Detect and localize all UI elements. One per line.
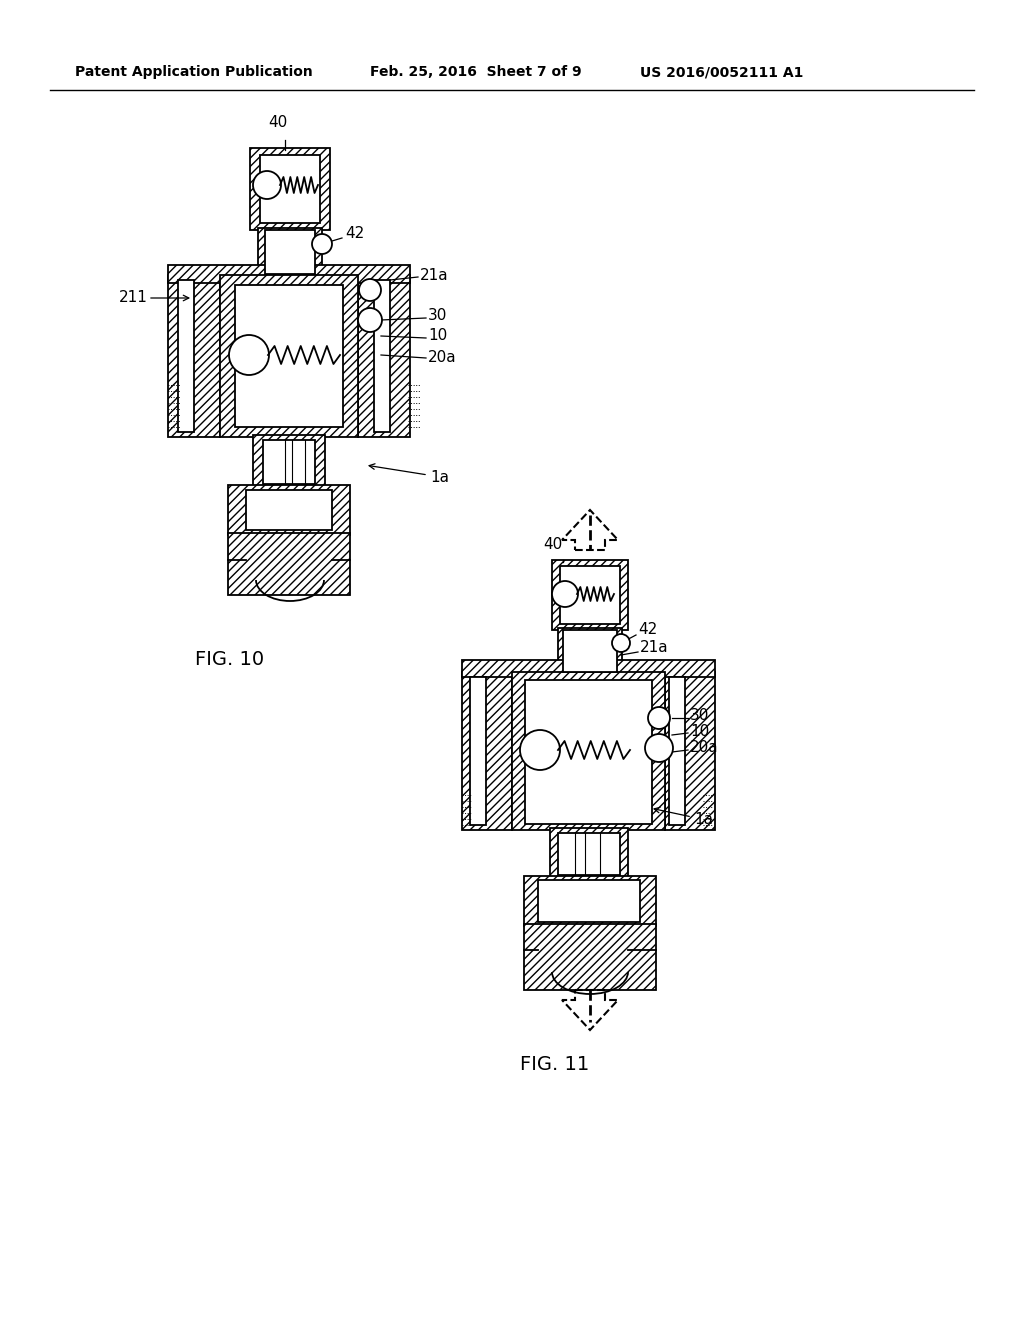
Bar bbox=[168, 265, 410, 282]
Bar bbox=[260, 154, 319, 223]
Circle shape bbox=[358, 308, 382, 333]
Bar bbox=[250, 148, 330, 230]
Circle shape bbox=[359, 279, 381, 301]
Text: 42: 42 bbox=[638, 623, 657, 638]
Bar bbox=[462, 672, 512, 830]
Text: 30: 30 bbox=[690, 709, 710, 723]
Text: 30: 30 bbox=[428, 309, 447, 323]
Bar bbox=[524, 924, 656, 990]
Text: 20a: 20a bbox=[428, 351, 457, 366]
Bar bbox=[525, 680, 652, 824]
Bar bbox=[263, 440, 315, 484]
Circle shape bbox=[253, 172, 281, 199]
Text: US 2016/0052111 A1: US 2016/0052111 A1 bbox=[640, 65, 804, 79]
Text: FIG. 11: FIG. 11 bbox=[520, 1055, 589, 1074]
Text: 20a: 20a bbox=[690, 741, 719, 755]
Bar bbox=[665, 672, 715, 830]
Text: 1a: 1a bbox=[694, 813, 713, 828]
Bar bbox=[358, 275, 410, 437]
Bar bbox=[512, 672, 665, 830]
Bar bbox=[560, 566, 620, 624]
Bar bbox=[234, 285, 343, 426]
Bar bbox=[550, 828, 628, 878]
Bar bbox=[253, 436, 325, 487]
Bar bbox=[669, 677, 685, 825]
Circle shape bbox=[520, 730, 560, 770]
Bar bbox=[168, 275, 220, 437]
Circle shape bbox=[552, 581, 578, 607]
Text: 40: 40 bbox=[268, 115, 288, 129]
Bar bbox=[524, 876, 656, 927]
Text: 1a: 1a bbox=[430, 470, 449, 486]
Bar bbox=[246, 490, 332, 531]
Bar bbox=[462, 660, 715, 677]
Bar bbox=[563, 630, 617, 672]
Bar bbox=[558, 833, 620, 875]
Circle shape bbox=[229, 335, 269, 375]
Bar bbox=[228, 533, 350, 595]
Text: 42: 42 bbox=[345, 226, 365, 240]
Circle shape bbox=[612, 634, 630, 652]
Text: 211: 211 bbox=[119, 290, 148, 305]
Text: Patent Application Publication: Patent Application Publication bbox=[75, 65, 312, 79]
Bar bbox=[178, 280, 194, 432]
Circle shape bbox=[645, 734, 673, 762]
Circle shape bbox=[648, 708, 670, 729]
Bar bbox=[470, 677, 486, 825]
Bar bbox=[558, 628, 622, 675]
Bar bbox=[552, 560, 628, 630]
Text: FIG. 10: FIG. 10 bbox=[195, 649, 264, 669]
Bar bbox=[228, 484, 350, 535]
Bar bbox=[538, 880, 640, 921]
Text: Feb. 25, 2016  Sheet 7 of 9: Feb. 25, 2016 Sheet 7 of 9 bbox=[370, 65, 582, 79]
Text: 10: 10 bbox=[428, 329, 447, 343]
Circle shape bbox=[312, 234, 332, 253]
Text: 21a: 21a bbox=[420, 268, 449, 282]
Text: 40: 40 bbox=[543, 537, 562, 552]
Bar bbox=[220, 275, 358, 437]
Text: 21a: 21a bbox=[640, 640, 669, 656]
Text: 10: 10 bbox=[690, 725, 710, 739]
Bar bbox=[374, 280, 390, 432]
Bar bbox=[265, 230, 315, 275]
Bar bbox=[258, 228, 322, 276]
